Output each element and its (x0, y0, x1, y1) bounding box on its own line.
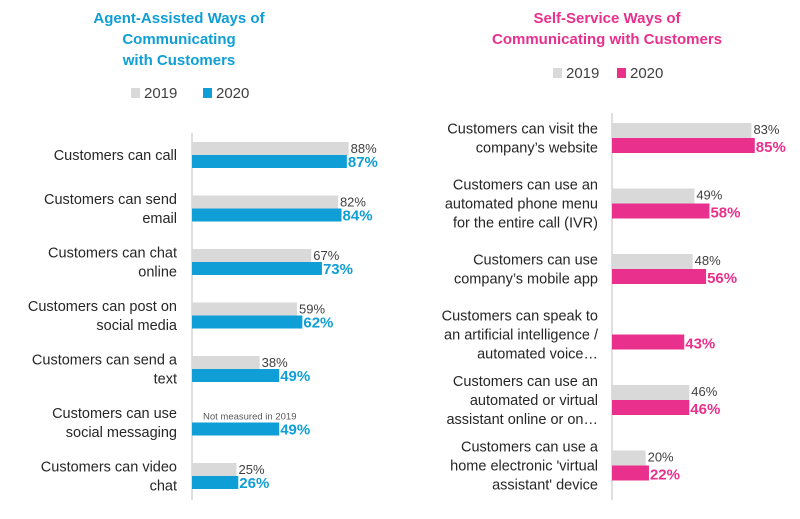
legend-swatch-2019 (553, 68, 562, 78)
legend-swatch-2020 (617, 68, 626, 78)
bar-2019 (612, 254, 693, 269)
legend-label-2020: 2020 (630, 65, 663, 82)
bar-2019 (192, 195, 338, 209)
category-label: email (142, 211, 177, 227)
category-label: company’s mobile app (454, 272, 598, 288)
category-label: text (154, 372, 177, 388)
value-label-2019: 38% (262, 355, 288, 370)
category-label: Customers can use an (453, 374, 598, 390)
value-label-2020: 46% (690, 401, 720, 418)
value-label-2019: 49% (696, 188, 722, 203)
legend-label-2020: 2020 (216, 85, 249, 102)
chart-title-line: Agent-Assisted Ways of (93, 10, 265, 27)
value-label-2020: 84% (343, 208, 373, 225)
value-label-2020: 73% (323, 261, 353, 278)
chart-title-line: with Customers (122, 52, 236, 69)
category-label: Customers can call (54, 148, 177, 164)
bar-2019 (192, 302, 298, 316)
category-label: home electronic 'virtual (450, 459, 598, 475)
chart-title-line: Communicating with Customers (492, 31, 722, 48)
bar-2020 (612, 203, 710, 219)
bar-2019 (192, 142, 349, 155)
bar-2019 (192, 356, 260, 369)
value-label-2019: 48% (695, 253, 721, 268)
category-label: Customers can use (473, 253, 598, 269)
category-label: Customers can visit the (447, 122, 598, 138)
bar-2019 (612, 385, 690, 400)
value-label-2019: 25% (239, 462, 265, 477)
value-label-2019: 83% (753, 122, 779, 137)
value-label-2020: 43% (685, 336, 715, 353)
category-label: Customers can chat (48, 246, 177, 262)
value-label-2019: 82% (340, 195, 366, 210)
category-label: for the entire call (IVR) (453, 216, 598, 232)
value-label-2020: 58% (710, 205, 740, 222)
bar-2019 (192, 249, 312, 262)
value-label-2019: 46% (691, 384, 717, 399)
category-label: Customers can use an (453, 178, 598, 194)
category-label: Customers can post on (28, 299, 177, 315)
category-label: online (138, 265, 177, 281)
legend-swatch-2019 (131, 88, 140, 98)
category-label: automated voice… (477, 347, 598, 363)
chart-title-line: Self-Service Ways of (533, 10, 681, 27)
category-label: Customers can use a (461, 440, 599, 456)
value-label-2020: 26% (239, 475, 269, 492)
legend-label-2019: 2019 (566, 65, 599, 82)
value-label-2020: 22% (650, 467, 680, 484)
bar-2020 (612, 465, 649, 481)
bar-2019 (612, 450, 646, 466)
value-label-2019: 88% (351, 141, 377, 156)
category-label: Customers can send (44, 192, 177, 208)
value-label-2020: 49% (280, 368, 310, 385)
category-label: Customers can speak to (442, 309, 598, 325)
category-label: chat (150, 479, 177, 495)
category-label: assistant online or on… (446, 412, 598, 428)
chart-title-line: Communicating (122, 31, 235, 48)
bar-2020 (192, 208, 342, 222)
bar-2020 (192, 315, 303, 329)
bar-2019 (612, 123, 752, 138)
bar-2020 (192, 155, 347, 168)
category-label: social messaging (66, 425, 177, 441)
bar-2020 (192, 476, 239, 489)
category-label: company’s website (476, 141, 598, 157)
category-label: an artificial intelligence / (444, 328, 599, 344)
category-label: assistant' device (492, 478, 598, 494)
bar-2020 (612, 334, 685, 350)
bar-2020 (612, 138, 755, 153)
value-label-2020: 87% (348, 154, 378, 171)
value-label-2020: 56% (707, 270, 737, 287)
category-label: automated phone menu (445, 197, 598, 213)
legend-swatch-2020 (203, 88, 212, 98)
value-label-2019: 67% (313, 248, 339, 263)
value-label-2020: 62% (303, 315, 333, 332)
category-label: Customers can send a (32, 353, 178, 369)
not-measured-note: Not measured in 2019 (203, 412, 296, 423)
value-label-2019: 59% (299, 302, 325, 317)
value-label-2020: 85% (756, 139, 786, 156)
value-label-2019: 20% (648, 450, 674, 465)
category-label: automated or virtual (470, 393, 598, 409)
bar-2020 (612, 400, 690, 415)
value-label-2020: 49% (280, 422, 310, 439)
bar-2020 (612, 269, 707, 284)
bar-2019 (192, 463, 237, 476)
bar-2020 (192, 422, 280, 436)
bar-2020 (192, 369, 280, 382)
bar-2020 (192, 262, 322, 275)
bar-2019 (612, 188, 695, 204)
category-label: Customers can use (52, 406, 177, 422)
category-label: social media (96, 318, 178, 334)
legend-label-2019: 2019 (144, 85, 177, 102)
category-label: Customers can video (41, 460, 177, 476)
